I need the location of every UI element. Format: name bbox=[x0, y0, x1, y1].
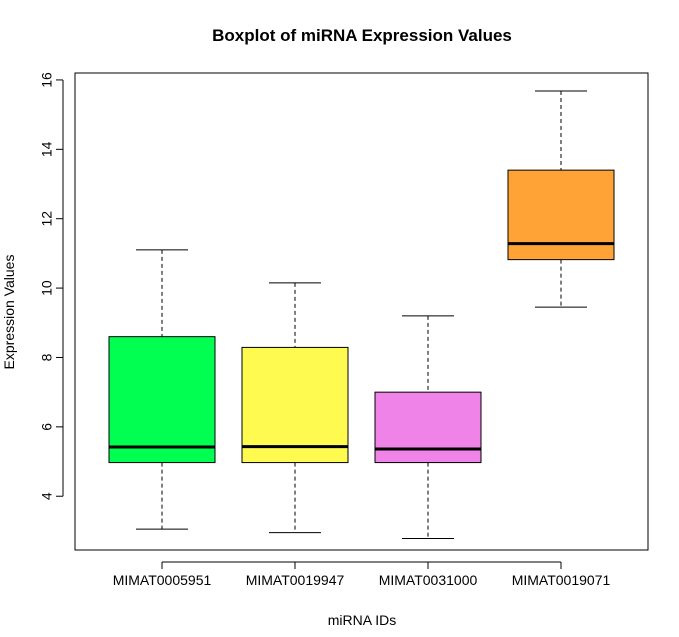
box-group bbox=[241, 282, 349, 534]
box-group bbox=[108, 249, 216, 530]
iqr-box bbox=[507, 169, 615, 261]
plot-frame bbox=[74, 72, 649, 551]
x-tick-label: MIMAT0031000 bbox=[379, 572, 478, 588]
iqr-box bbox=[374, 391, 482, 464]
y-axis: 4 6 8 10 12 14 16 bbox=[39, 72, 64, 500]
iqr-box bbox=[108, 336, 216, 464]
y-tick-label: 10 bbox=[39, 280, 55, 296]
y-tick-label: 16 bbox=[39, 72, 55, 88]
x-tick-label: MIMAT0019947 bbox=[246, 572, 345, 588]
x-axis: MIMAT0005951 MIMAT0019947 MIMAT0031000 MIMA… bbox=[113, 561, 611, 588]
iqr-box bbox=[241, 346, 349, 464]
y-tick-label: 14 bbox=[39, 141, 55, 157]
x-tick-label: MIMAT0005951 bbox=[113, 572, 212, 588]
box-group bbox=[374, 315, 482, 540]
y-tick-label: 8 bbox=[39, 353, 55, 361]
y-tick-label: 4 bbox=[39, 492, 55, 500]
y-tick-label: 6 bbox=[39, 423, 55, 431]
chart-title: Boxplot of miRNA Expression Values bbox=[212, 26, 512, 45]
x-axis-label: miRNA IDs bbox=[328, 612, 396, 628]
boxes-layer bbox=[108, 90, 615, 540]
y-axis-label: Expression Values bbox=[1, 255, 17, 370]
y-tick-label: 12 bbox=[39, 211, 55, 227]
x-tick-label: MIMAT0019071 bbox=[512, 572, 611, 588]
box-group bbox=[507, 90, 615, 308]
